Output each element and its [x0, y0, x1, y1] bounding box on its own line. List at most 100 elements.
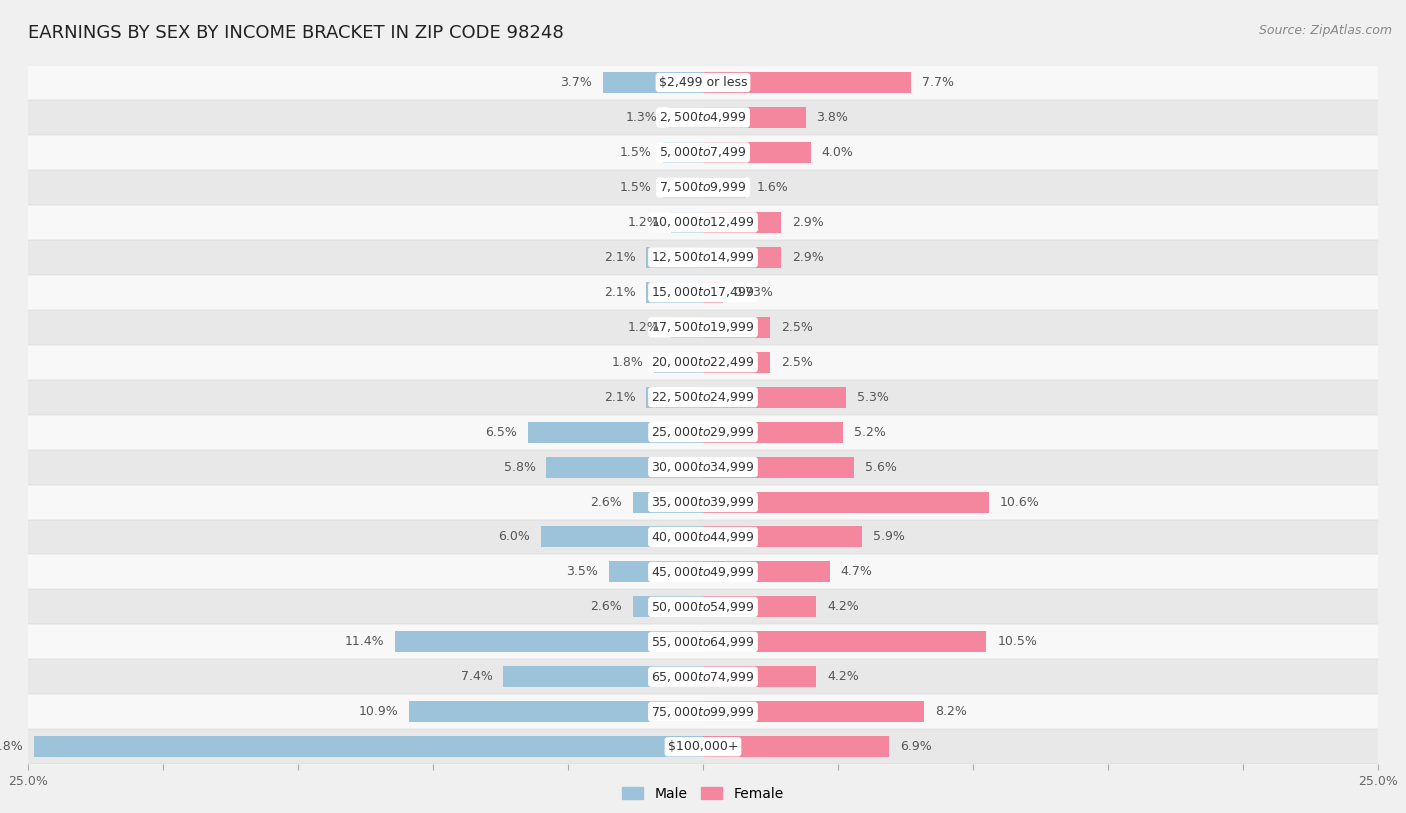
Text: 3.5%: 3.5%	[565, 566, 598, 578]
Bar	[28, 275, 1378, 310]
Text: $50,000 to $54,999: $50,000 to $54,999	[651, 600, 755, 614]
Bar	[703, 107, 806, 128]
Bar	[28, 170, 1378, 205]
Text: 4.0%: 4.0%	[821, 146, 853, 159]
Text: $75,000 to $99,999: $75,000 to $99,999	[651, 705, 755, 719]
Text: 2.6%: 2.6%	[591, 601, 621, 613]
Bar	[703, 142, 811, 163]
Bar	[662, 142, 703, 163]
Text: 3.7%: 3.7%	[561, 76, 592, 89]
Bar	[671, 212, 703, 233]
Text: 5.6%: 5.6%	[865, 461, 897, 473]
Text: 2.6%: 2.6%	[591, 496, 621, 508]
Text: $10,000 to $12,499: $10,000 to $12,499	[651, 215, 755, 229]
Text: 6.5%: 6.5%	[485, 426, 517, 438]
Text: $12,500 to $14,999: $12,500 to $14,999	[651, 250, 755, 264]
Bar	[703, 492, 990, 512]
Bar	[703, 387, 846, 407]
Text: 5.8%: 5.8%	[503, 461, 536, 473]
Text: 1.5%: 1.5%	[620, 146, 652, 159]
Bar	[28, 310, 1378, 345]
Text: EARNINGS BY SEX BY INCOME BRACKET IN ZIP CODE 98248: EARNINGS BY SEX BY INCOME BRACKET IN ZIP…	[28, 24, 564, 42]
Text: 2.1%: 2.1%	[603, 251, 636, 263]
Bar	[647, 387, 703, 407]
Bar	[703, 177, 747, 198]
Text: $40,000 to $44,999: $40,000 to $44,999	[651, 530, 755, 544]
Text: 5.2%: 5.2%	[855, 426, 886, 438]
Bar	[603, 72, 703, 93]
Text: 2.1%: 2.1%	[603, 286, 636, 298]
Text: 2.5%: 2.5%	[782, 356, 813, 368]
Text: 8.2%: 8.2%	[935, 706, 967, 718]
Text: 1.8%: 1.8%	[612, 356, 644, 368]
Bar	[527, 422, 703, 442]
Bar	[654, 352, 703, 372]
Bar	[541, 527, 703, 547]
Bar	[28, 589, 1378, 624]
Text: 2.9%: 2.9%	[792, 216, 824, 228]
Bar	[703, 667, 817, 687]
Bar	[28, 135, 1378, 170]
Bar	[609, 562, 703, 582]
Text: $17,500 to $19,999: $17,500 to $19,999	[651, 320, 755, 334]
Bar	[703, 597, 817, 617]
Text: $20,000 to $22,499: $20,000 to $22,499	[651, 355, 755, 369]
Bar	[28, 554, 1378, 589]
Bar	[28, 415, 1378, 450]
Bar	[633, 597, 703, 617]
Bar	[28, 65, 1378, 100]
Text: $2,500 to $4,999: $2,500 to $4,999	[659, 111, 747, 124]
Bar	[647, 247, 703, 267]
Text: 5.3%: 5.3%	[856, 391, 889, 403]
Bar	[703, 352, 770, 372]
Bar	[703, 422, 844, 442]
Text: 6.9%: 6.9%	[900, 741, 932, 753]
Bar	[28, 520, 1378, 554]
Text: 1.5%: 1.5%	[620, 181, 652, 193]
Bar	[703, 317, 770, 337]
Bar	[28, 485, 1378, 520]
Text: 4.2%: 4.2%	[827, 671, 859, 683]
Bar	[633, 492, 703, 512]
Text: $65,000 to $74,999: $65,000 to $74,999	[651, 670, 755, 684]
Bar	[703, 702, 924, 722]
Text: 2.1%: 2.1%	[603, 391, 636, 403]
Bar	[28, 694, 1378, 729]
Text: $22,500 to $24,999: $22,500 to $24,999	[651, 390, 755, 404]
Bar	[703, 72, 911, 93]
Text: $15,000 to $17,499: $15,000 to $17,499	[651, 285, 755, 299]
Text: 6.0%: 6.0%	[498, 531, 530, 543]
Bar	[703, 457, 855, 477]
Bar	[671, 317, 703, 337]
Text: 4.7%: 4.7%	[841, 566, 873, 578]
Bar	[647, 282, 703, 302]
Bar	[662, 177, 703, 198]
Text: 11.4%: 11.4%	[344, 636, 384, 648]
Bar	[28, 659, 1378, 694]
Text: 5.9%: 5.9%	[873, 531, 905, 543]
Bar	[503, 667, 703, 687]
Text: $30,000 to $34,999: $30,000 to $34,999	[651, 460, 755, 474]
Bar	[703, 737, 889, 757]
Bar	[703, 632, 987, 652]
Bar	[703, 282, 723, 302]
Text: $25,000 to $29,999: $25,000 to $29,999	[651, 425, 755, 439]
Text: 10.5%: 10.5%	[997, 636, 1038, 648]
Text: $35,000 to $39,999: $35,000 to $39,999	[651, 495, 755, 509]
Bar	[28, 240, 1378, 275]
Text: 1.6%: 1.6%	[756, 181, 789, 193]
Text: 24.8%: 24.8%	[0, 741, 22, 753]
Bar	[34, 737, 703, 757]
Text: 2.5%: 2.5%	[782, 321, 813, 333]
Bar	[28, 345, 1378, 380]
Text: $45,000 to $49,999: $45,000 to $49,999	[651, 565, 755, 579]
Bar	[703, 562, 830, 582]
Text: 3.8%: 3.8%	[817, 111, 848, 124]
Bar	[28, 729, 1378, 764]
Bar	[28, 624, 1378, 659]
Text: 7.7%: 7.7%	[922, 76, 953, 89]
Bar	[703, 247, 782, 267]
Text: 0.73%: 0.73%	[734, 286, 773, 298]
Text: $2,499 or less: $2,499 or less	[659, 76, 747, 89]
Text: 7.4%: 7.4%	[461, 671, 492, 683]
